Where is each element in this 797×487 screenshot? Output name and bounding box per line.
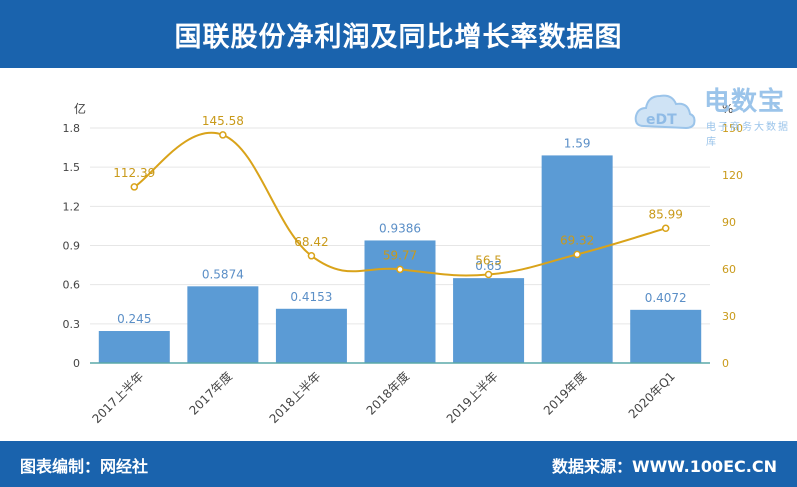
line-point xyxy=(661,224,670,233)
y-tick-label-right: 0 xyxy=(722,357,729,370)
line-point xyxy=(573,250,581,259)
line-data-label: 145.58 xyxy=(202,114,244,128)
y-tick-label-left: 1.5 xyxy=(63,161,81,174)
y-tick-label-right: 30 xyxy=(722,310,736,323)
cloud-logo-icon: eDT xyxy=(634,94,696,130)
footer-credit: 图表编制：网经社 xyxy=(20,457,149,476)
y-tick-label-left: 0.9 xyxy=(63,240,81,253)
bar xyxy=(453,278,525,363)
chart-svg: 0 0.3 0.6 0.9 1.2 1.5 1.8 0 30 60 90 120 150 亿 % 0.245 0… xyxy=(63,101,744,426)
line-point xyxy=(307,252,316,260)
chart-header: 国联股份净利润及同比增长率数据图 xyxy=(0,0,797,68)
line-data-label: 69.32 xyxy=(560,233,594,247)
y-tick-label-right: 150 xyxy=(722,122,743,135)
x-tick-label: 2018上半年 xyxy=(267,369,324,426)
chart-title: 国联股份净利润及同比增长率数据图 xyxy=(174,21,623,53)
bar-data-label: 1.59 xyxy=(564,136,591,150)
y-tick-label-left: 1.8 xyxy=(63,122,81,135)
y-tick-label-right: 120 xyxy=(722,169,743,182)
y-tick-label-right: 60 xyxy=(722,263,736,276)
line-point xyxy=(396,265,404,274)
bar xyxy=(364,240,436,363)
watermark-main-text: 电数宝 xyxy=(704,87,786,117)
x-tick-label: 2018年度 xyxy=(363,369,412,418)
y-axis-unit-right: % xyxy=(722,102,733,116)
line-point xyxy=(484,270,493,279)
bar xyxy=(98,331,170,363)
bar xyxy=(541,155,613,363)
chart-footer: 图表编制：网经社 数据来源：WWW.100EC.CN xyxy=(0,441,797,487)
line-point xyxy=(130,183,139,191)
x-tick-label: 2019上半年 xyxy=(444,369,501,426)
y-tick-label-right: 90 xyxy=(722,216,736,229)
line-data-label: 68.42 xyxy=(294,235,328,249)
watermark-sub-text: 电子商务大数据库 xyxy=(706,122,790,148)
bar xyxy=(275,308,347,363)
bar-data-label: 0.9386 xyxy=(379,221,421,235)
watermark: eDT 电数宝 电子商务大数据库 xyxy=(632,78,792,148)
footer-source: 数据来源：WWW.100EC.CN xyxy=(551,457,777,476)
bar-data-label: 0.5874 xyxy=(202,267,244,281)
bar-data-label: 0.4153 xyxy=(290,290,332,304)
bar xyxy=(630,309,702,363)
y-tick-label-left: 0.3 xyxy=(63,318,81,331)
chart-area: 0 0.3 0.6 0.9 1.2 1.5 1.8 0 30 60 90 120 150 亿% 0.245 0… xyxy=(0,68,797,441)
x-tick-label: 2019年度 xyxy=(540,369,589,418)
watermark-logo-text: eDT xyxy=(646,112,677,128)
y-tick-label-left: 0 xyxy=(73,357,80,370)
bar xyxy=(187,286,259,363)
y-tick-label-left: 1.2 xyxy=(63,200,81,213)
y-axis-unit-left: 亿 xyxy=(74,101,86,116)
line-data-label: 56.5 xyxy=(475,253,502,267)
y-tick-label-left: 0.6 xyxy=(63,279,81,292)
x-tick-label: 2017年度 xyxy=(186,369,235,418)
bar-data-label: 0.245 xyxy=(117,312,151,326)
x-tick-label: 2017上半年 xyxy=(89,369,146,426)
x-tick-label: 2020年Q1 xyxy=(626,369,678,421)
line-data-label: 59.77 xyxy=(383,248,417,262)
bar-data-label: 0.65 xyxy=(475,259,502,273)
line-data-label: 112.39 xyxy=(113,166,155,180)
bar-data-label: 0.4072 xyxy=(645,291,687,305)
line-data-label: 85.99 xyxy=(649,207,683,221)
line-point xyxy=(219,131,227,139)
